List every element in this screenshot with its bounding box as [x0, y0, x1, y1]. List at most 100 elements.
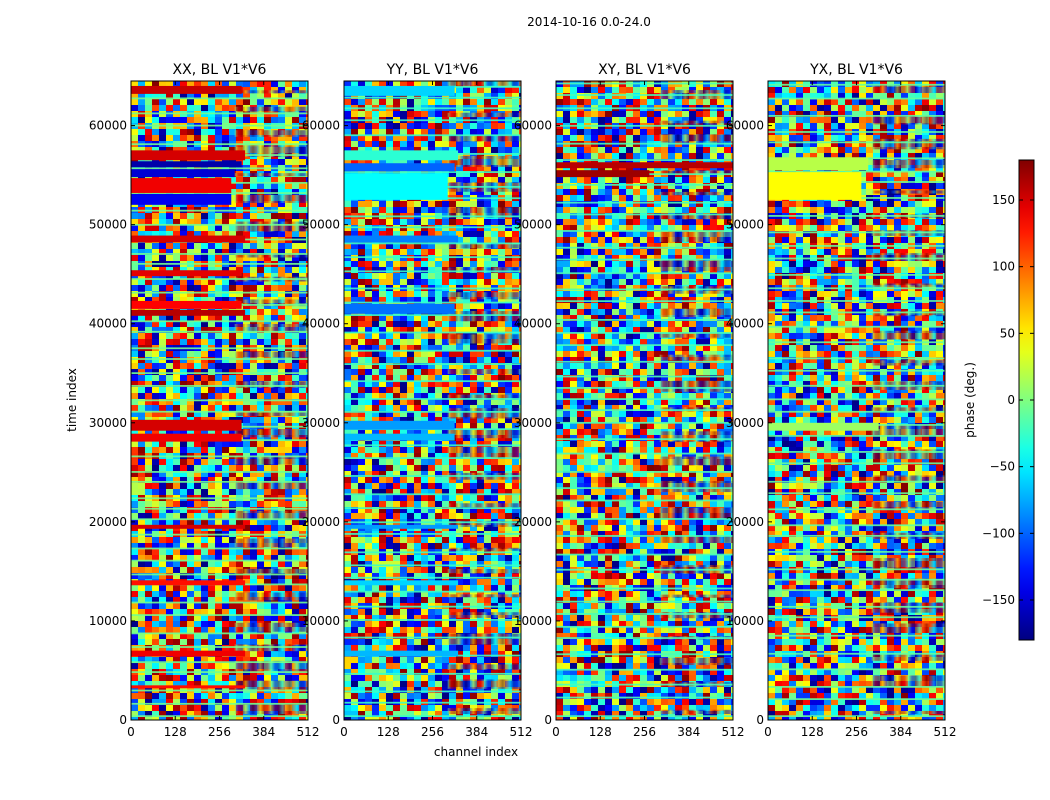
noise-cell: [379, 351, 387, 358]
noise-cell: [442, 495, 450, 502]
noise-cell: [505, 231, 513, 238]
noise-cell: [344, 207, 352, 214]
noise-cell: [421, 327, 429, 334]
noise-cell: [201, 105, 209, 112]
noise-cell: [484, 171, 492, 178]
noise-cell: [449, 555, 457, 562]
noise-cell: [306, 417, 308, 424]
noise-cell: [299, 699, 307, 706]
noise-cell: [215, 291, 223, 298]
noise-cell: [138, 699, 146, 706]
noise-cell: [407, 405, 415, 412]
noise-cell: [152, 81, 160, 88]
noise-cell: [180, 273, 188, 280]
noise-cell: [208, 135, 216, 142]
noise-cell: [498, 543, 506, 550]
noise-cell: [386, 339, 394, 346]
noise-cell: [138, 363, 146, 370]
noise-cell: [250, 525, 258, 532]
noise-cell: [243, 333, 251, 340]
noise-cell: [264, 291, 272, 298]
noise-cell: [257, 273, 265, 280]
noise-cell: [299, 279, 307, 286]
noise-cell: [222, 693, 230, 700]
noise-cell: [484, 495, 492, 502]
noise-cell: [222, 639, 230, 646]
noise-cell: [278, 489, 286, 496]
noise-cell: [201, 519, 209, 526]
fringe-band: [234, 299, 308, 307]
noise-cell: [243, 213, 251, 220]
y-tick-label: 10000: [89, 614, 127, 628]
noise-cell: [194, 351, 202, 358]
noise-cell: [145, 483, 153, 490]
noise-cell: [131, 321, 139, 328]
noise-cell: [257, 717, 265, 720]
noise-cell: [201, 465, 209, 472]
noise-cell: [442, 297, 450, 304]
noise-cell: [138, 357, 146, 364]
noise-cell: [421, 315, 429, 322]
noise-cell: [292, 633, 300, 640]
noise-cell: [243, 243, 251, 250]
noise-cell: [194, 507, 202, 514]
noise-cell: [278, 159, 286, 166]
noise-cell: [299, 447, 307, 454]
noise-cell: [264, 501, 272, 508]
noise-cell: [477, 375, 485, 382]
noise-cell: [152, 393, 160, 400]
noise-cell: [379, 207, 387, 214]
noise-cell: [421, 351, 429, 358]
noise-cell: [372, 429, 380, 436]
noise-cell: [278, 279, 286, 286]
noise-cell: [505, 441, 513, 448]
noise-cell: [491, 99, 499, 106]
noise-cell: [250, 693, 258, 700]
noise-cell: [491, 525, 499, 532]
noise-cell: [358, 513, 366, 520]
noise-cell: [229, 717, 237, 720]
noise-cell: [166, 381, 174, 388]
noise-cell: [145, 441, 153, 448]
noise-cell: [519, 237, 521, 244]
noise-cell: [166, 285, 174, 292]
noise-cell: [491, 537, 499, 544]
noise-cell: [222, 387, 230, 394]
noise-cell: [435, 429, 443, 436]
noise-cell: [414, 441, 422, 448]
noise-cell: [379, 411, 387, 418]
noise-cell: [379, 489, 387, 496]
noise-cell: [470, 375, 478, 382]
noise-cell: [365, 387, 373, 394]
noise-cell: [386, 201, 394, 208]
noise-cell: [180, 279, 188, 286]
noise-cell: [187, 615, 195, 622]
noise-cell: [229, 519, 237, 526]
noise-cell: [208, 711, 216, 718]
noise-cell: [299, 471, 307, 478]
noise-cell: [222, 717, 230, 720]
noise-cell: [306, 249, 308, 256]
noise-cell: [257, 405, 265, 412]
noise-cell: [187, 333, 195, 340]
noise-cell: [463, 399, 471, 406]
noise-cell: [145, 471, 153, 478]
noise-cell: [173, 633, 181, 640]
noise-cell: [222, 591, 230, 598]
noise-cell: [463, 423, 471, 430]
noise-cell: [236, 507, 244, 514]
noise-cell: [358, 129, 366, 136]
noise-cell: [512, 375, 520, 382]
noise-cell: [152, 603, 160, 610]
noise-cell: [208, 339, 216, 346]
noise-cell: [470, 477, 478, 484]
noise-cell: [201, 609, 209, 616]
noise-cell: [264, 519, 272, 526]
noise-cell: [365, 513, 373, 520]
noise-cell: [215, 537, 223, 544]
noise-cell: [180, 411, 188, 418]
noise-cell: [173, 561, 181, 568]
noise-cell: [428, 465, 436, 472]
noise-cell: [306, 117, 308, 124]
noise-cell: [187, 387, 195, 394]
